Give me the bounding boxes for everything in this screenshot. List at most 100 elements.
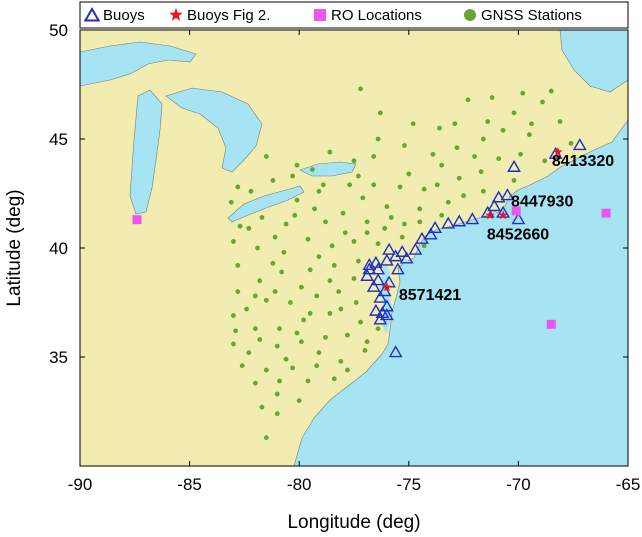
buoy-point — [373, 312, 388, 325]
gnss-station-point — [465, 97, 471, 103]
gnss-station-point — [290, 365, 296, 371]
gnss-station-point — [257, 278, 263, 284]
gnss-station-point — [526, 132, 532, 138]
gnss-station-point — [327, 311, 333, 316]
gnss-station-point — [277, 378, 282, 384]
gnss-station-point — [358, 86, 363, 92]
gnss-station-point — [410, 121, 416, 127]
ro-location-point — [511, 206, 521, 216]
gnss-station-point — [351, 276, 357, 281]
ro-location-point — [546, 319, 556, 329]
gnss-station-point — [568, 140, 574, 146]
gnss-station-point — [362, 348, 368, 353]
gnss-station-point — [235, 289, 241, 294]
buoy-point — [452, 214, 467, 227]
gnss-station-point — [316, 188, 322, 194]
y-tick-label: 50 — [49, 21, 68, 40]
x-axis-label: Longitude (deg) — [287, 512, 420, 533]
buoy-point — [500, 188, 515, 201]
station-id-label: 8452660 — [487, 226, 549, 243]
gnss-station-point — [281, 249, 287, 255]
legend-label: Buoys Fig 2. — [187, 7, 270, 24]
gnss-station-point — [259, 215, 265, 220]
gnss-station-point — [421, 186, 427, 192]
gnss-station-point — [294, 197, 300, 203]
gnss-station-point — [520, 90, 526, 96]
legend-label: RO Locations — [331, 7, 422, 24]
station-id-label: 8413320 — [552, 153, 614, 170]
x-tick-label: -70 — [506, 475, 531, 494]
buoy-point — [371, 262, 386, 275]
gnss-station-point — [529, 121, 534, 127]
buoy-point — [360, 268, 375, 281]
gnss-station-point — [351, 158, 357, 164]
gnss-station-point — [478, 169, 484, 175]
gnss-station-point — [355, 173, 361, 179]
gnss-station-point — [364, 339, 370, 345]
gnss-station-point — [439, 212, 445, 218]
gnss-station-point — [257, 337, 263, 342]
x-axis-ticks: -90 -85 -80 -75 -70 -65 — [68, 30, 640, 494]
gnss-station-point — [434, 182, 440, 188]
buoy-point — [362, 258, 377, 271]
gnss-station-point — [320, 182, 326, 188]
ro-location-point — [132, 215, 142, 225]
buoy-point — [423, 227, 438, 240]
gnss-station-point — [364, 230, 370, 236]
ro-locations-layer — [132, 206, 611, 329]
gnss-station-point — [305, 236, 311, 242]
gnss-station-point — [371, 182, 377, 188]
gnss-station-point — [445, 199, 451, 205]
gnss-station-point — [252, 293, 258, 299]
gnss-station-point — [399, 234, 405, 240]
gnss-station-point — [239, 363, 245, 369]
gnss-station-point — [461, 193, 466, 199]
gnss-station-point — [518, 151, 523, 157]
gnss-station-point — [263, 297, 269, 303]
gnss-station-point — [345, 367, 350, 373]
buoy-fig2-point — [382, 282, 392, 292]
gnss-station-point — [456, 175, 462, 181]
gnss-station-point — [345, 332, 350, 338]
gnss-station-point — [340, 210, 346, 216]
buoy-point — [428, 220, 443, 233]
gnss-station-point — [263, 367, 269, 373]
gnss-station-point — [371, 154, 377, 159]
gnss-station-point — [237, 223, 243, 229]
lake-erie — [227, 185, 305, 223]
land-mass — [80, 30, 628, 466]
gnss-stations-layer — [228, 86, 574, 441]
gnss-station-point — [338, 306, 344, 312]
lake-superior — [80, 41, 197, 87]
gnss-station-point — [336, 289, 342, 294]
gnss-station-point — [290, 173, 296, 179]
gnss-station-point — [274, 391, 280, 397]
gnss-station-point — [542, 158, 548, 164]
legend-square-icon — [314, 9, 326, 21]
gnss-station-point — [388, 215, 394, 220]
buoy-point — [399, 251, 414, 264]
ro-location-point — [601, 208, 611, 218]
buoy-point — [465, 212, 480, 225]
gnss-station-point — [364, 219, 370, 225]
buoys-fig2-layer — [382, 147, 563, 292]
gnss-station-point — [496, 156, 502, 162]
gnss-station-point — [233, 328, 239, 334]
gnss-station-point — [298, 284, 304, 290]
gnss-station-point — [252, 326, 258, 332]
gnss-station-point — [307, 267, 313, 273]
station-id-labels: 8413320 8447930 8452660 8571421 — [399, 153, 614, 304]
buoy-point — [371, 273, 386, 286]
gnss-station-point — [329, 243, 335, 249]
gnss-station-point — [511, 110, 517, 116]
buoy-point — [415, 231, 429, 244]
gnss-station-point — [272, 234, 278, 240]
gnss-station-point — [402, 143, 407, 148]
legend-triangle-icon — [83, 6, 101, 22]
gnss-station-point — [439, 162, 445, 168]
y-tick-label: 45 — [49, 130, 68, 149]
gnss-station-point — [277, 326, 282, 332]
gnss-station-point — [255, 245, 260, 251]
buoy-fig2-point — [498, 210, 508, 220]
